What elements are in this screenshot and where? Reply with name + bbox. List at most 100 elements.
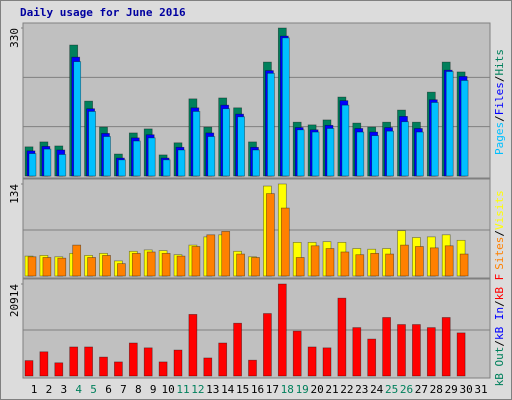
bar bbox=[192, 111, 201, 177]
bar bbox=[84, 346, 93, 377]
bar bbox=[233, 322, 242, 377]
bar bbox=[341, 104, 350, 177]
x-tick-label: 9 bbox=[150, 383, 157, 396]
legend-separator: / bbox=[493, 115, 506, 122]
bar bbox=[54, 362, 64, 377]
x-tick-label: 5 bbox=[90, 383, 97, 396]
bar bbox=[429, 247, 439, 277]
x-tick-label: 14 bbox=[221, 383, 235, 396]
bar bbox=[207, 136, 216, 177]
legend-separator: / bbox=[493, 76, 506, 83]
legend-entry: kB F bbox=[493, 274, 506, 301]
bar bbox=[459, 253, 469, 277]
bar bbox=[158, 361, 168, 377]
bar bbox=[382, 317, 391, 377]
bar bbox=[103, 136, 111, 177]
bar bbox=[191, 246, 201, 277]
x-tick-label: 13 bbox=[206, 383, 219, 396]
bar bbox=[24, 360, 34, 377]
bar bbox=[456, 332, 466, 377]
bar bbox=[203, 357, 213, 377]
bar bbox=[177, 149, 186, 177]
legend-separator: / bbox=[493, 230, 506, 237]
bar bbox=[88, 111, 96, 177]
x-tick-label: 8 bbox=[135, 383, 142, 396]
bar bbox=[146, 251, 156, 277]
bar bbox=[322, 347, 332, 377]
bar bbox=[385, 253, 394, 277]
bar bbox=[400, 244, 409, 277]
bar bbox=[114, 361, 123, 377]
bar bbox=[118, 159, 126, 177]
x-tick-label: 26 bbox=[400, 383, 413, 396]
bar bbox=[307, 346, 317, 377]
legend-entry: Hits bbox=[493, 49, 506, 76]
legend-entry: Pages bbox=[493, 122, 506, 155]
legend-separator: / bbox=[493, 300, 506, 307]
bar bbox=[397, 324, 406, 377]
bar bbox=[132, 140, 141, 177]
y-tick-label: 20914 bbox=[8, 284, 21, 317]
bar bbox=[280, 207, 290, 277]
bar bbox=[69, 346, 79, 377]
x-tick-label: 15 bbox=[236, 383, 249, 396]
bar bbox=[162, 159, 171, 177]
y-tick-label: 134 bbox=[8, 184, 21, 204]
x-tick-label: 21 bbox=[325, 383, 338, 396]
bar bbox=[267, 72, 275, 177]
bar bbox=[460, 80, 469, 177]
x-tick-label: 7 bbox=[120, 383, 127, 396]
bar bbox=[416, 131, 424, 177]
bar bbox=[87, 257, 96, 277]
bar bbox=[355, 254, 365, 277]
bar bbox=[337, 297, 347, 377]
bar bbox=[401, 121, 409, 177]
bar bbox=[42, 257, 52, 277]
legend: Pages/Files/Hits bbox=[493, 49, 506, 155]
legend-entry: Visits bbox=[493, 190, 506, 230]
bar bbox=[248, 359, 257, 377]
bar bbox=[412, 324, 421, 377]
x-tick-label: 2 bbox=[46, 383, 53, 396]
bar bbox=[326, 128, 335, 177]
bar bbox=[72, 244, 82, 277]
bar bbox=[176, 255, 186, 277]
x-tick-label: 22 bbox=[340, 383, 353, 396]
legend-entry: Files bbox=[493, 82, 506, 115]
x-tick-label: 25 bbox=[385, 383, 398, 396]
bar bbox=[28, 153, 37, 177]
bar bbox=[57, 257, 67, 277]
bar bbox=[221, 231, 231, 277]
legend-entry: Sites bbox=[493, 237, 506, 270]
x-tick-label: 11 bbox=[176, 383, 189, 396]
bar bbox=[281, 37, 290, 177]
y-tick-label: 330 bbox=[8, 28, 21, 48]
x-tick-label: 27 bbox=[415, 383, 428, 396]
bar bbox=[263, 313, 272, 377]
x-tick-label: 30 bbox=[459, 383, 472, 396]
bar bbox=[430, 102, 439, 177]
bar bbox=[386, 130, 394, 177]
legend-separator: / bbox=[493, 340, 506, 347]
bar bbox=[277, 283, 287, 377]
x-tick-label: 4 bbox=[75, 383, 82, 396]
x-tick-label: 10 bbox=[161, 383, 174, 396]
bar bbox=[251, 257, 260, 277]
bar bbox=[445, 71, 454, 177]
bar bbox=[311, 131, 320, 177]
x-tick-label: 18 bbox=[281, 383, 294, 396]
bar bbox=[371, 135, 380, 177]
bar bbox=[222, 108, 231, 177]
bar bbox=[117, 263, 126, 277]
x-tick-label: 20 bbox=[310, 383, 323, 396]
bar bbox=[415, 246, 424, 277]
bar bbox=[102, 255, 111, 277]
bar bbox=[58, 154, 67, 177]
x-tick-label: 3 bbox=[60, 383, 67, 396]
bar bbox=[444, 245, 454, 277]
bar bbox=[27, 256, 37, 277]
bar bbox=[325, 248, 335, 277]
x-tick-label: 31 bbox=[474, 383, 487, 396]
bar bbox=[292, 330, 302, 377]
bar bbox=[296, 129, 305, 177]
